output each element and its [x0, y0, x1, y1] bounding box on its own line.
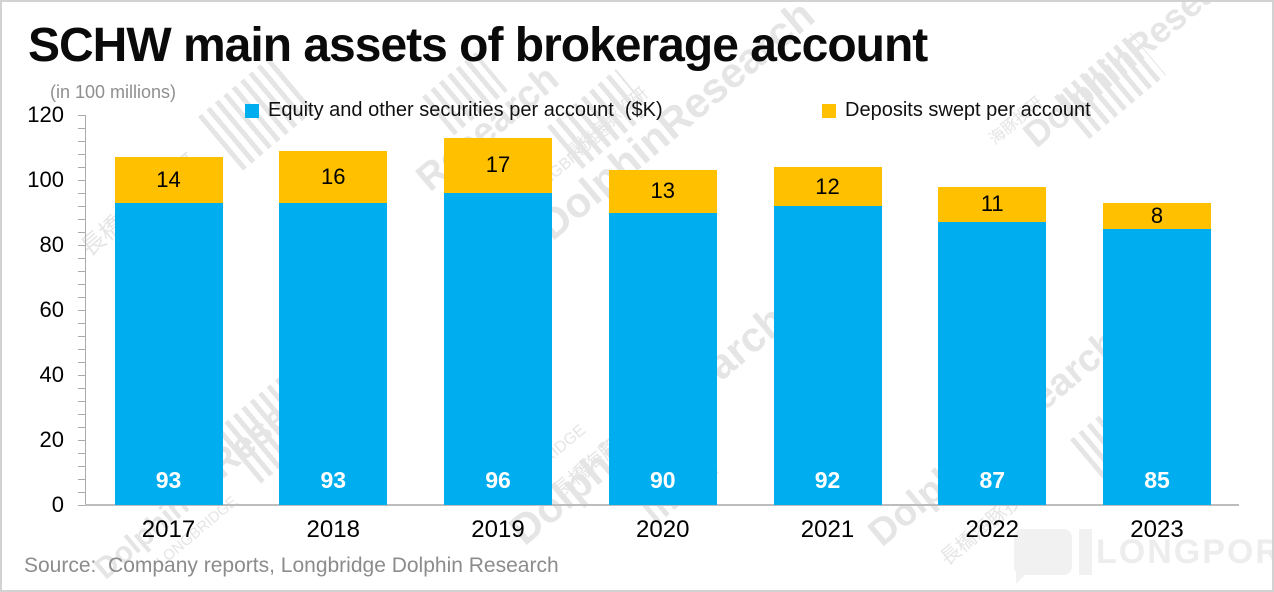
bar-segment-equity-2023: 85 — [1103, 228, 1211, 505]
y-axis-tick-label: 120 — [27, 102, 64, 127]
value-label-deposits-2017: 14 — [156, 167, 181, 192]
bar-segment-equity-2017: 93 — [114, 202, 223, 505]
bar-segment-deposits-2018: 16 — [279, 150, 388, 203]
y-axis-ticks — [78, 115, 85, 507]
longport-logo-bar-icon — [1079, 529, 1092, 575]
value-label-deposits-2023: 8 — [1150, 202, 1164, 228]
value-label-equity-2020: 90 — [649, 467, 676, 493]
legend: Equity and other securities per account … — [2, 99, 1272, 125]
value-label-equity-2021: 92 — [814, 467, 841, 493]
value-label-equity-2023: 85 — [1144, 467, 1170, 493]
legend-swatch-icon — [245, 103, 259, 118]
x-axis-label-2019: 2019 — [471, 516, 525, 543]
longport-logo-text: LONGPORT — [1096, 532, 1272, 571]
y-axis-tick-label: 100 — [27, 167, 64, 192]
bar-segment-equity-2019: 96 — [444, 193, 552, 505]
bar-segment-deposits-2019: 17 — [444, 137, 552, 193]
y-axis-tick-label: 0 — [51, 492, 64, 517]
x-axis-label-2018: 2018 — [306, 516, 360, 543]
x-axis-label-2021: 2021 — [800, 516, 855, 543]
value-label-equity-2018: 93 — [320, 467, 347, 493]
legend-label: Equity and other securities per account … — [268, 99, 663, 121]
value-label-equity-2017: 93 — [155, 467, 182, 493]
y-axis-tick-label: 80 — [39, 232, 64, 257]
page-title: SCHW main assets of brokerage account — [28, 19, 928, 72]
x-axis-line — [85, 504, 1239, 506]
bar-group-2021: 12 92 — [773, 167, 882, 505]
x-axis-label-2017: 2017 — [141, 516, 196, 543]
x-axis-label-2020: 2020 — [636, 516, 690, 543]
y-axis-tick-label: 40 — [39, 362, 64, 387]
longport-logo: LONGPORT — [1014, 529, 1272, 584]
axis-units-note: (in 100 millions) — [50, 82, 177, 102]
value-label-deposits-2021: 12 — [815, 173, 840, 199]
value-label-deposits-2019: 17 — [485, 152, 511, 178]
value-label-deposits-2018: 16 — [321, 163, 346, 189]
bar-segment-deposits-2021: 12 — [773, 167, 882, 206]
bar-segment-equity-2020: 90 — [608, 212, 717, 505]
bar-group-2020: 13 90 — [608, 170, 717, 505]
bar-group-2023: 8 85 — [1103, 202, 1211, 505]
bar-segment-deposits-2020: 13 — [608, 170, 717, 213]
source-note: Source: Company reports, Longbridge Dolp… — [24, 554, 559, 577]
value-label-equity-2019: 96 — [485, 467, 511, 493]
bar-segment-equity-2021: 92 — [773, 206, 882, 505]
legend-swatch-icon — [822, 103, 836, 118]
bar-group-2019: 17 96 — [444, 137, 552, 505]
value-label-equity-2022: 87 — [979, 467, 1006, 493]
legend-item-equity: Equity and other securities per account … — [245, 99, 663, 122]
bar-segment-deposits-2023: 8 — [1103, 202, 1211, 229]
y-axis-tick-label: 20 — [39, 427, 64, 452]
bar-group-2018: 16 93 — [279, 150, 388, 505]
legend-label: Deposits swept per account — [845, 99, 1091, 121]
x-axis-label-2023: 2023 — [1130, 516, 1184, 543]
bar-segment-deposits-2022: 11 — [938, 186, 1047, 223]
y-axis-line — [85, 115, 86, 505]
bar-group-2017: 14 93 — [114, 157, 223, 505]
bar-segment-equity-2022: 87 — [938, 222, 1047, 505]
bar-segment-deposits-2017: 14 — [114, 157, 223, 203]
bar-group-2022: 11 87 — [938, 186, 1047, 505]
value-label-deposits-2022: 11 — [980, 191, 1004, 217]
legend-item-deposits: Deposits swept per account — [822, 99, 1091, 122]
longport-logo-icon — [1014, 529, 1092, 584]
bar-segment-equity-2018: 93 — [279, 202, 388, 505]
y-axis-tick-label: 60 — [39, 297, 64, 322]
x-axis-label-2022: 2022 — [965, 516, 1019, 543]
value-label-deposits-2020: 13 — [650, 178, 675, 204]
